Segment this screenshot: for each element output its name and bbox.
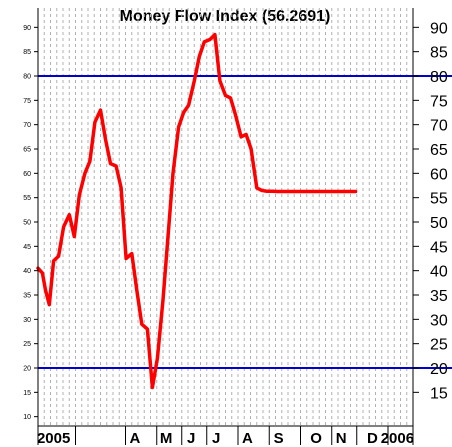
x-tick-label: N [336,430,347,447]
x-tick-label: S [274,430,284,447]
left-tick-label: 30 [23,317,31,324]
left-tick-label: 40 [23,268,31,275]
left-tick-label: 80 [23,74,31,81]
left-tick-label: 10 [23,414,31,421]
left-tick-label: 85 [23,49,31,56]
left-tick-label: 15 [23,390,31,397]
right-tick-label: 85 [430,45,448,62]
right-tick-label: 15 [430,385,448,402]
right-tick-label: 20 [430,361,448,378]
left-tick-label: 45 [23,244,31,251]
x-tick-label: 2005 [37,430,70,447]
left-tick-label: 65 [23,147,31,154]
right-tick-label: 50 [430,215,448,232]
x-tick-label: J [187,430,195,447]
x-tick-label: J [212,430,220,447]
x-axis: 2005 A M J J A S O N D 2006 [37,426,414,447]
left-tick-label: 70 [23,122,31,129]
right-tick-label: 40 [430,264,448,281]
right-tick-label: 30 [430,312,448,329]
series-line [36,32,358,390]
right-tick-label: 35 [430,288,448,305]
left-tick-label: 25 [23,341,31,348]
right-tick-label: 25 [430,337,448,354]
right-tick-label: 70 [430,118,448,135]
x-tick-label: O [310,430,322,447]
x-tick-label: 2006 [381,430,414,447]
left-y-axis: 10 15 20 25 30 35 40 45 50 55 60 65 70 75 80 85 90 [23,25,38,421]
right-tick-label: 45 [430,239,448,256]
x-tick-label: A [242,430,253,447]
left-tick-label: 90 [23,25,31,32]
right-tick-label: 80 [430,69,448,86]
grid-lines [43,8,408,426]
right-tick-label: 75 [430,93,448,110]
x-tick-label: D [367,430,378,447]
left-tick-label: 55 [23,195,31,202]
right-y-axis: 15 20 25 30 35 40 45 50 55 60 65 70 75 80 85 90 [413,20,448,402]
right-tick-label: 60 [430,166,448,183]
right-tick-label: 65 [430,142,448,159]
right-tick-label: 55 [430,191,448,208]
left-tick-label: 35 [23,293,31,300]
left-tick-label: 60 [23,171,31,178]
x-tick-label: M [160,430,173,447]
left-tick-label: 20 [23,366,31,373]
x-tick-label: A [129,430,140,447]
series-layer [36,32,358,390]
right-tick-label: 90 [430,20,448,37]
plot-frame [37,8,414,445]
left-tick-label: 50 [23,220,31,227]
left-tick-label: 75 [23,98,31,105]
reference-lines [38,75,452,369]
